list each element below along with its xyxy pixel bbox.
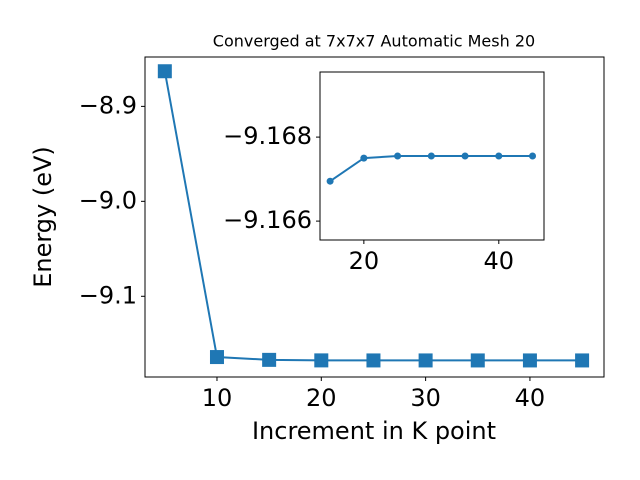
marker: [495, 152, 503, 160]
y-tick-label: −8.9: [79, 91, 137, 119]
marker: [470, 353, 485, 368]
marker: [461, 152, 469, 160]
marker: [360, 154, 368, 162]
marker: [427, 152, 435, 160]
marker: [209, 350, 224, 365]
x-tick-label: 20: [349, 247, 380, 275]
y-tick-label: −9.168: [223, 122, 312, 150]
marker: [366, 353, 381, 368]
y-tick-label: −9.0: [79, 186, 137, 214]
marker: [522, 353, 537, 368]
marker: [326, 177, 334, 185]
marker: [314, 353, 329, 368]
x-tick-label: 40: [484, 247, 515, 275]
x-tick-label: 10: [202, 384, 233, 412]
y-axis-label: Energy (eV): [29, 146, 57, 288]
marker: [394, 152, 402, 160]
marker: [262, 352, 277, 367]
y-tick-label: −9.1: [79, 281, 137, 309]
marker: [529, 152, 537, 160]
marker: [157, 64, 172, 79]
chart-title: Converged at 7x7x7 Automatic Mesh 20: [213, 32, 535, 51]
marker: [575, 353, 590, 368]
x-axis-label: Increment in K point: [252, 417, 496, 445]
x-tick-label: 40: [515, 384, 546, 412]
y-tick-label: −9.166: [223, 206, 312, 234]
x-tick-label: 20: [306, 384, 337, 412]
marker: [418, 353, 433, 368]
axes-frame: [319, 71, 545, 241]
x-tick-label: 30: [410, 384, 441, 412]
axes-frame: [144, 56, 605, 378]
